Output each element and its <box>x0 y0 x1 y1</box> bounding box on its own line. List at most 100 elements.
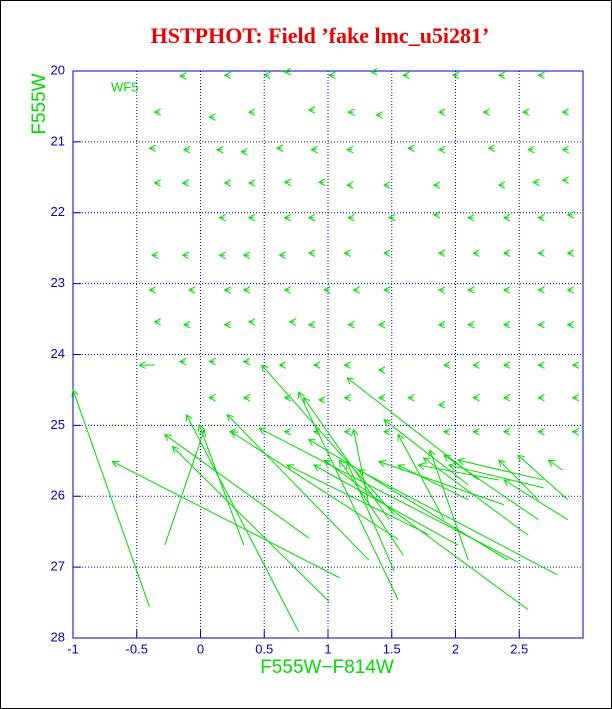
vector-arrow <box>442 361 451 369</box>
vector-arrow <box>153 179 161 187</box>
vector-arrow <box>286 464 429 535</box>
y-tick-label: 22 <box>51 204 65 219</box>
vector-arrow <box>472 361 480 369</box>
vector-arrow <box>297 391 399 600</box>
vector-arrow <box>247 108 256 116</box>
vector-arrow <box>181 179 190 187</box>
vector-arrow <box>179 72 187 80</box>
vector-arrow <box>247 179 256 187</box>
vector-arrow <box>218 251 227 260</box>
vector-arrow <box>402 71 410 80</box>
x-tick-label: 2 <box>452 641 459 656</box>
vector-arrow <box>163 433 310 539</box>
vector-arrow <box>571 393 580 402</box>
vector-arrow <box>307 213 316 222</box>
vector-arrow <box>197 423 245 546</box>
vector-arrow <box>377 393 386 402</box>
vector-arrow <box>208 113 216 121</box>
vector-arrow <box>498 459 539 501</box>
y-tick-label: 26 <box>51 488 65 503</box>
vector-arrow <box>347 320 355 329</box>
x-axis-label: F555W−F814W <box>260 657 394 678</box>
x-tick-label: 1.5 <box>383 641 401 656</box>
vector-arrow <box>323 286 331 294</box>
vector-arrow <box>275 144 284 153</box>
vector-arrow <box>566 211 575 219</box>
vector-arrow <box>397 433 445 520</box>
vector-arrow <box>472 427 480 436</box>
vector-arrow <box>502 393 511 402</box>
vector-arrow <box>263 71 271 80</box>
vector-arrow <box>472 393 480 402</box>
x-tick-label: 0 <box>197 641 204 656</box>
vector-arrow <box>310 145 318 154</box>
vector-arrow <box>537 320 545 329</box>
vector-arrow <box>537 361 545 369</box>
vector-arrow <box>467 286 475 294</box>
y-tick-label: 27 <box>51 559 65 574</box>
vector-arrow <box>307 106 316 114</box>
vector-arrow <box>278 251 286 260</box>
vector-arrow <box>185 413 300 632</box>
x-tick-label: 1 <box>324 641 331 656</box>
vector-arrow <box>482 108 490 116</box>
vector-arrow <box>532 178 540 187</box>
vector-arrow <box>307 439 509 561</box>
vector-arrow <box>502 213 511 222</box>
vector-arrow <box>288 318 297 326</box>
vector-arrow <box>388 213 396 222</box>
vector-arrow <box>442 427 451 436</box>
vector-arrow <box>283 178 292 187</box>
x-tick-label: 0.5 <box>255 641 273 656</box>
vector-arrow <box>383 181 391 189</box>
vector-arrow <box>537 213 545 222</box>
vector-arrow <box>561 145 569 154</box>
vector-arrow <box>352 286 360 294</box>
vector-arrow <box>307 249 316 257</box>
vector-arrow <box>228 427 237 436</box>
vector-arrow <box>428 449 469 561</box>
vector-arrow <box>407 144 415 153</box>
vector-arrow <box>247 318 256 326</box>
vector-arrow <box>432 211 441 219</box>
vector-arrow <box>457 457 544 481</box>
vector-arrow <box>377 320 386 329</box>
vector-arrow <box>111 460 340 579</box>
vector-arrow <box>318 178 326 187</box>
vector-arrow <box>148 144 156 153</box>
vector-arrow <box>179 357 187 366</box>
vector-arrow <box>383 419 469 486</box>
vector-arrow <box>328 71 336 80</box>
vector-arrow <box>318 396 326 404</box>
vector-arrow <box>323 459 529 611</box>
plot-frame <box>72 70 584 639</box>
vector-arrow <box>242 357 251 366</box>
annotation: WF5 <box>111 79 138 94</box>
vector-arrow <box>343 249 351 257</box>
vector-arrow <box>571 427 580 436</box>
vector-arrow <box>437 145 446 154</box>
vector-arrow <box>467 320 475 329</box>
x-tick-label: -0.5 <box>126 641 148 656</box>
vector-arrow <box>226 413 370 561</box>
vector-arrow <box>503 479 568 521</box>
chart-title: HSTPHOT: Field ’fake lmc_u5i281’ <box>151 23 490 48</box>
y-tick-label: 24 <box>51 346 65 361</box>
vector-arrow <box>347 213 355 222</box>
vector-arrow <box>537 249 545 257</box>
vector-arrow <box>527 145 535 154</box>
vector-arrow <box>571 361 580 369</box>
vector-arrow <box>208 357 216 366</box>
vector-arrow <box>218 213 227 222</box>
vector-arrow <box>377 366 386 374</box>
vector-arrow <box>467 213 475 222</box>
vector-arrow <box>312 427 321 436</box>
vector-arrow <box>437 286 446 294</box>
vector-arrow <box>343 393 351 402</box>
vector-arrow <box>375 111 383 119</box>
vector-arrow <box>383 286 391 294</box>
vector-arrow <box>443 454 539 521</box>
vector-arrow <box>407 393 415 402</box>
